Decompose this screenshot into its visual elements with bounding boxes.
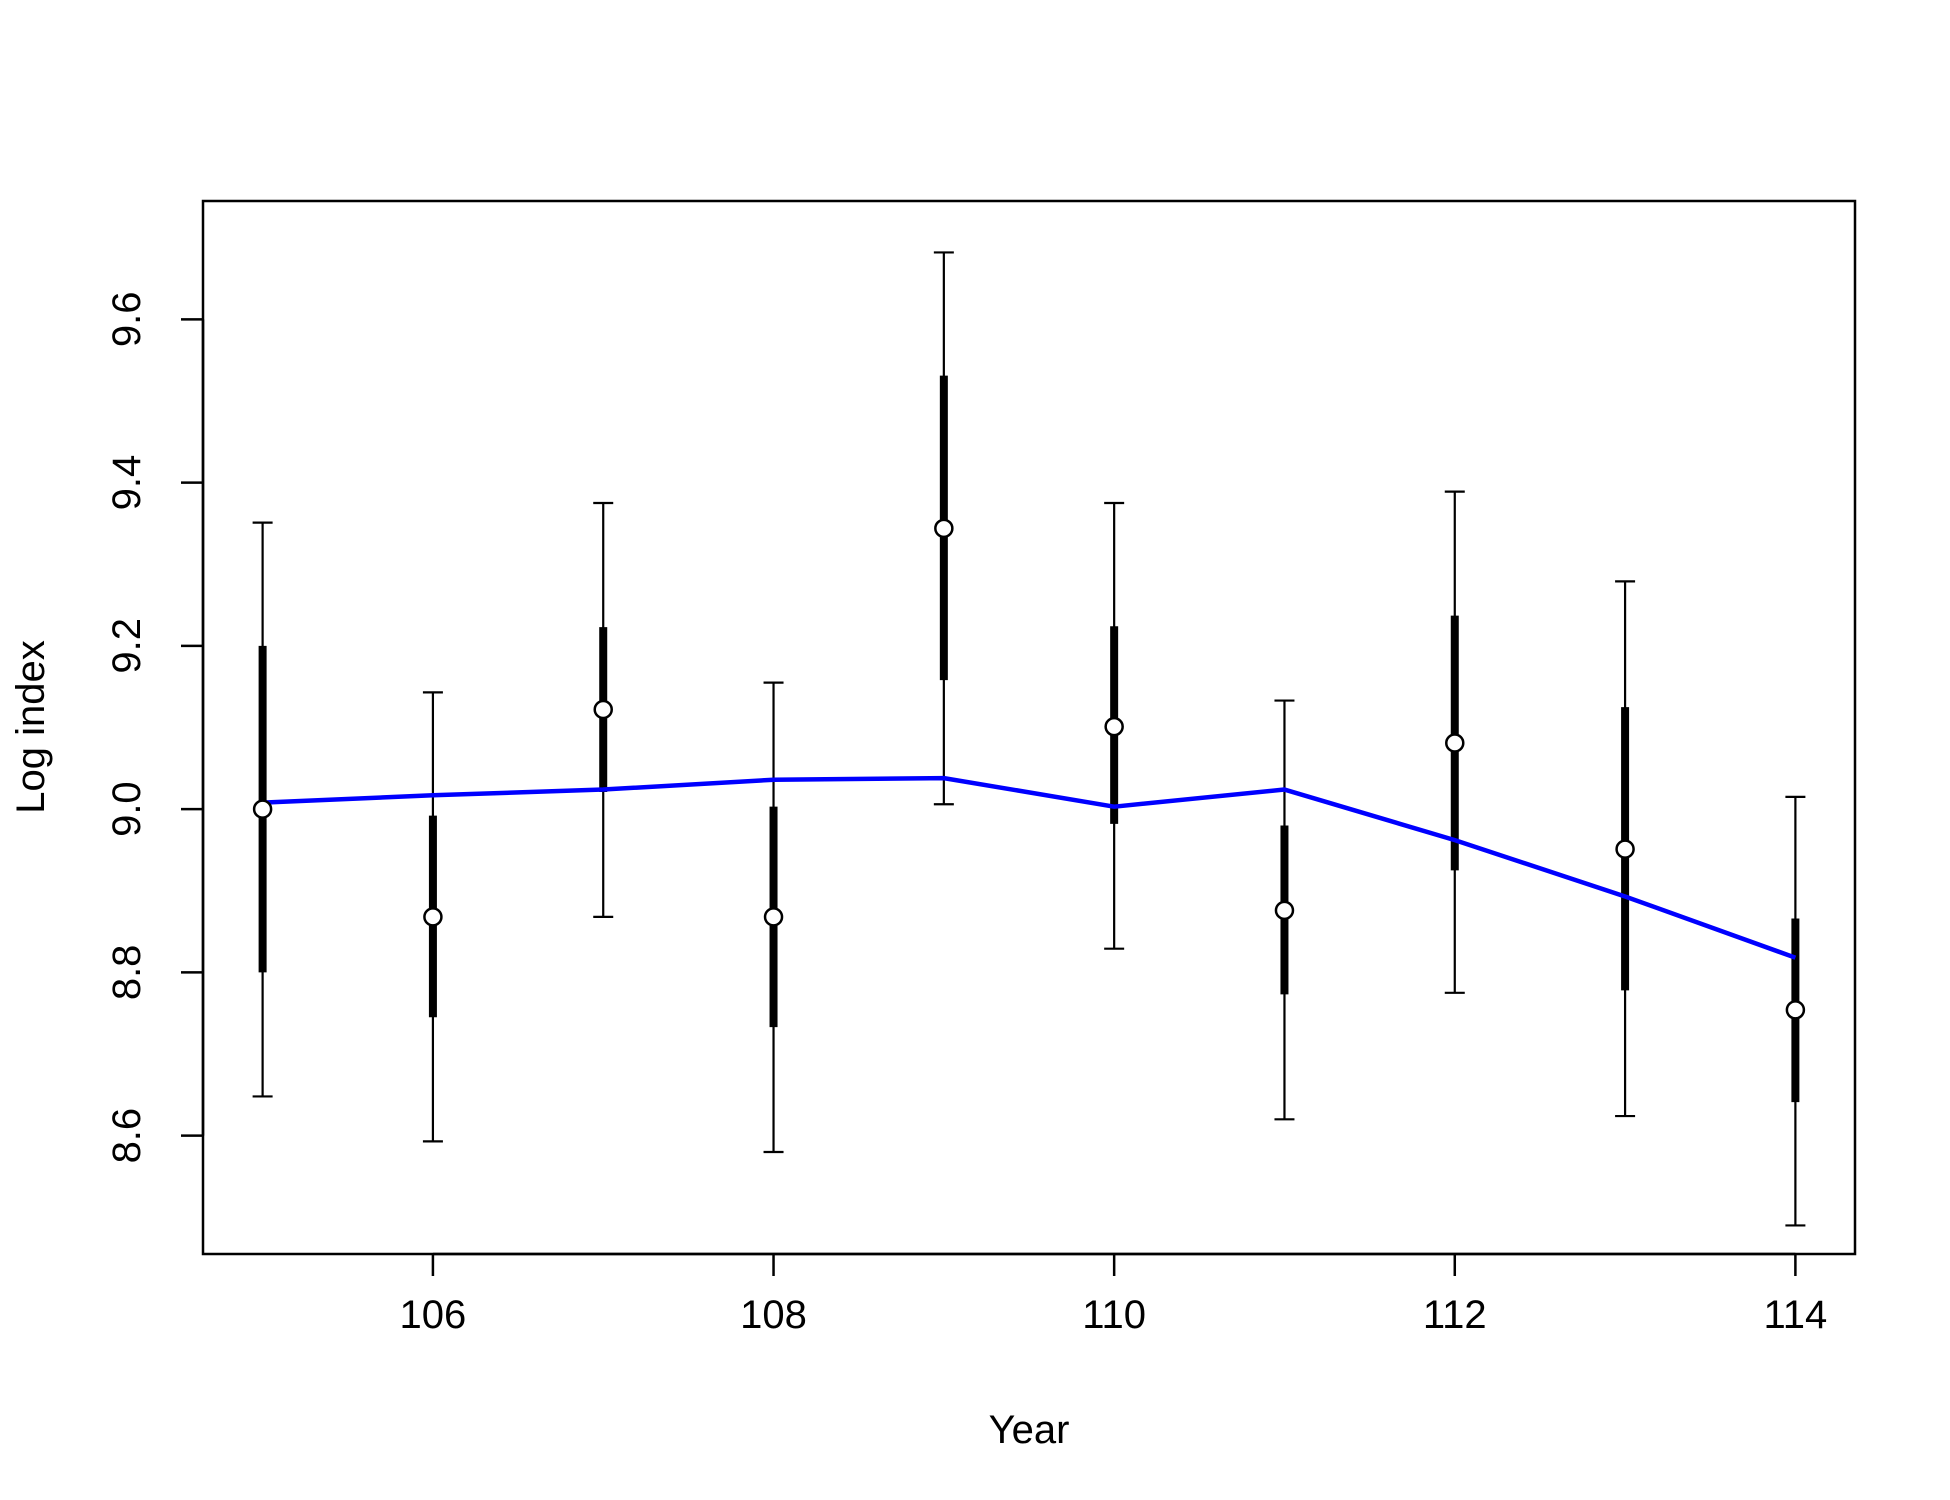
y-axis-title: Log index <box>9 640 53 813</box>
x-tick-label: 114 <box>1764 1293 1828 1337</box>
error-bars <box>252 251 1806 1227</box>
observed-points <box>252 518 1806 1020</box>
x-tick-label: 112 <box>1423 1293 1487 1337</box>
x-tick-label: 110 <box>1082 1293 1146 1337</box>
observed-point <box>763 907 784 927</box>
observed-point <box>593 699 613 720</box>
observed-point <box>1785 1000 1806 1020</box>
y-tick-label: 9.2 <box>105 618 149 674</box>
x-axis: 106 108 110 112 114 <box>400 1252 1828 1337</box>
y-tick-label: 8.8 <box>105 945 149 1001</box>
observed-point <box>423 907 443 927</box>
x-tick-label: 106 <box>400 1293 467 1337</box>
observed-point <box>1104 716 1124 737</box>
observed-point <box>1274 900 1295 921</box>
y-tick-label: 9.4 <box>105 455 149 511</box>
observed-point <box>252 799 273 819</box>
y-axis: 8.6 8.8 9.0 9.2 9.4 9.6 <box>105 292 205 1164</box>
fitted-line <box>262 775 1797 960</box>
plot-frame <box>201 199 1857 1256</box>
y-tick-label: 9.0 <box>105 781 149 837</box>
x-tick-label: 108 <box>740 1293 807 1337</box>
observed-point <box>934 518 954 539</box>
x-axis-title: Year <box>989 1408 1070 1452</box>
observed-point <box>1615 839 1635 859</box>
observed-point <box>1445 733 1465 753</box>
y-tick-label: 9.6 <box>105 292 149 348</box>
y-tick-label: 8.6 <box>105 1108 149 1164</box>
fitted-line-series <box>262 775 1797 960</box>
